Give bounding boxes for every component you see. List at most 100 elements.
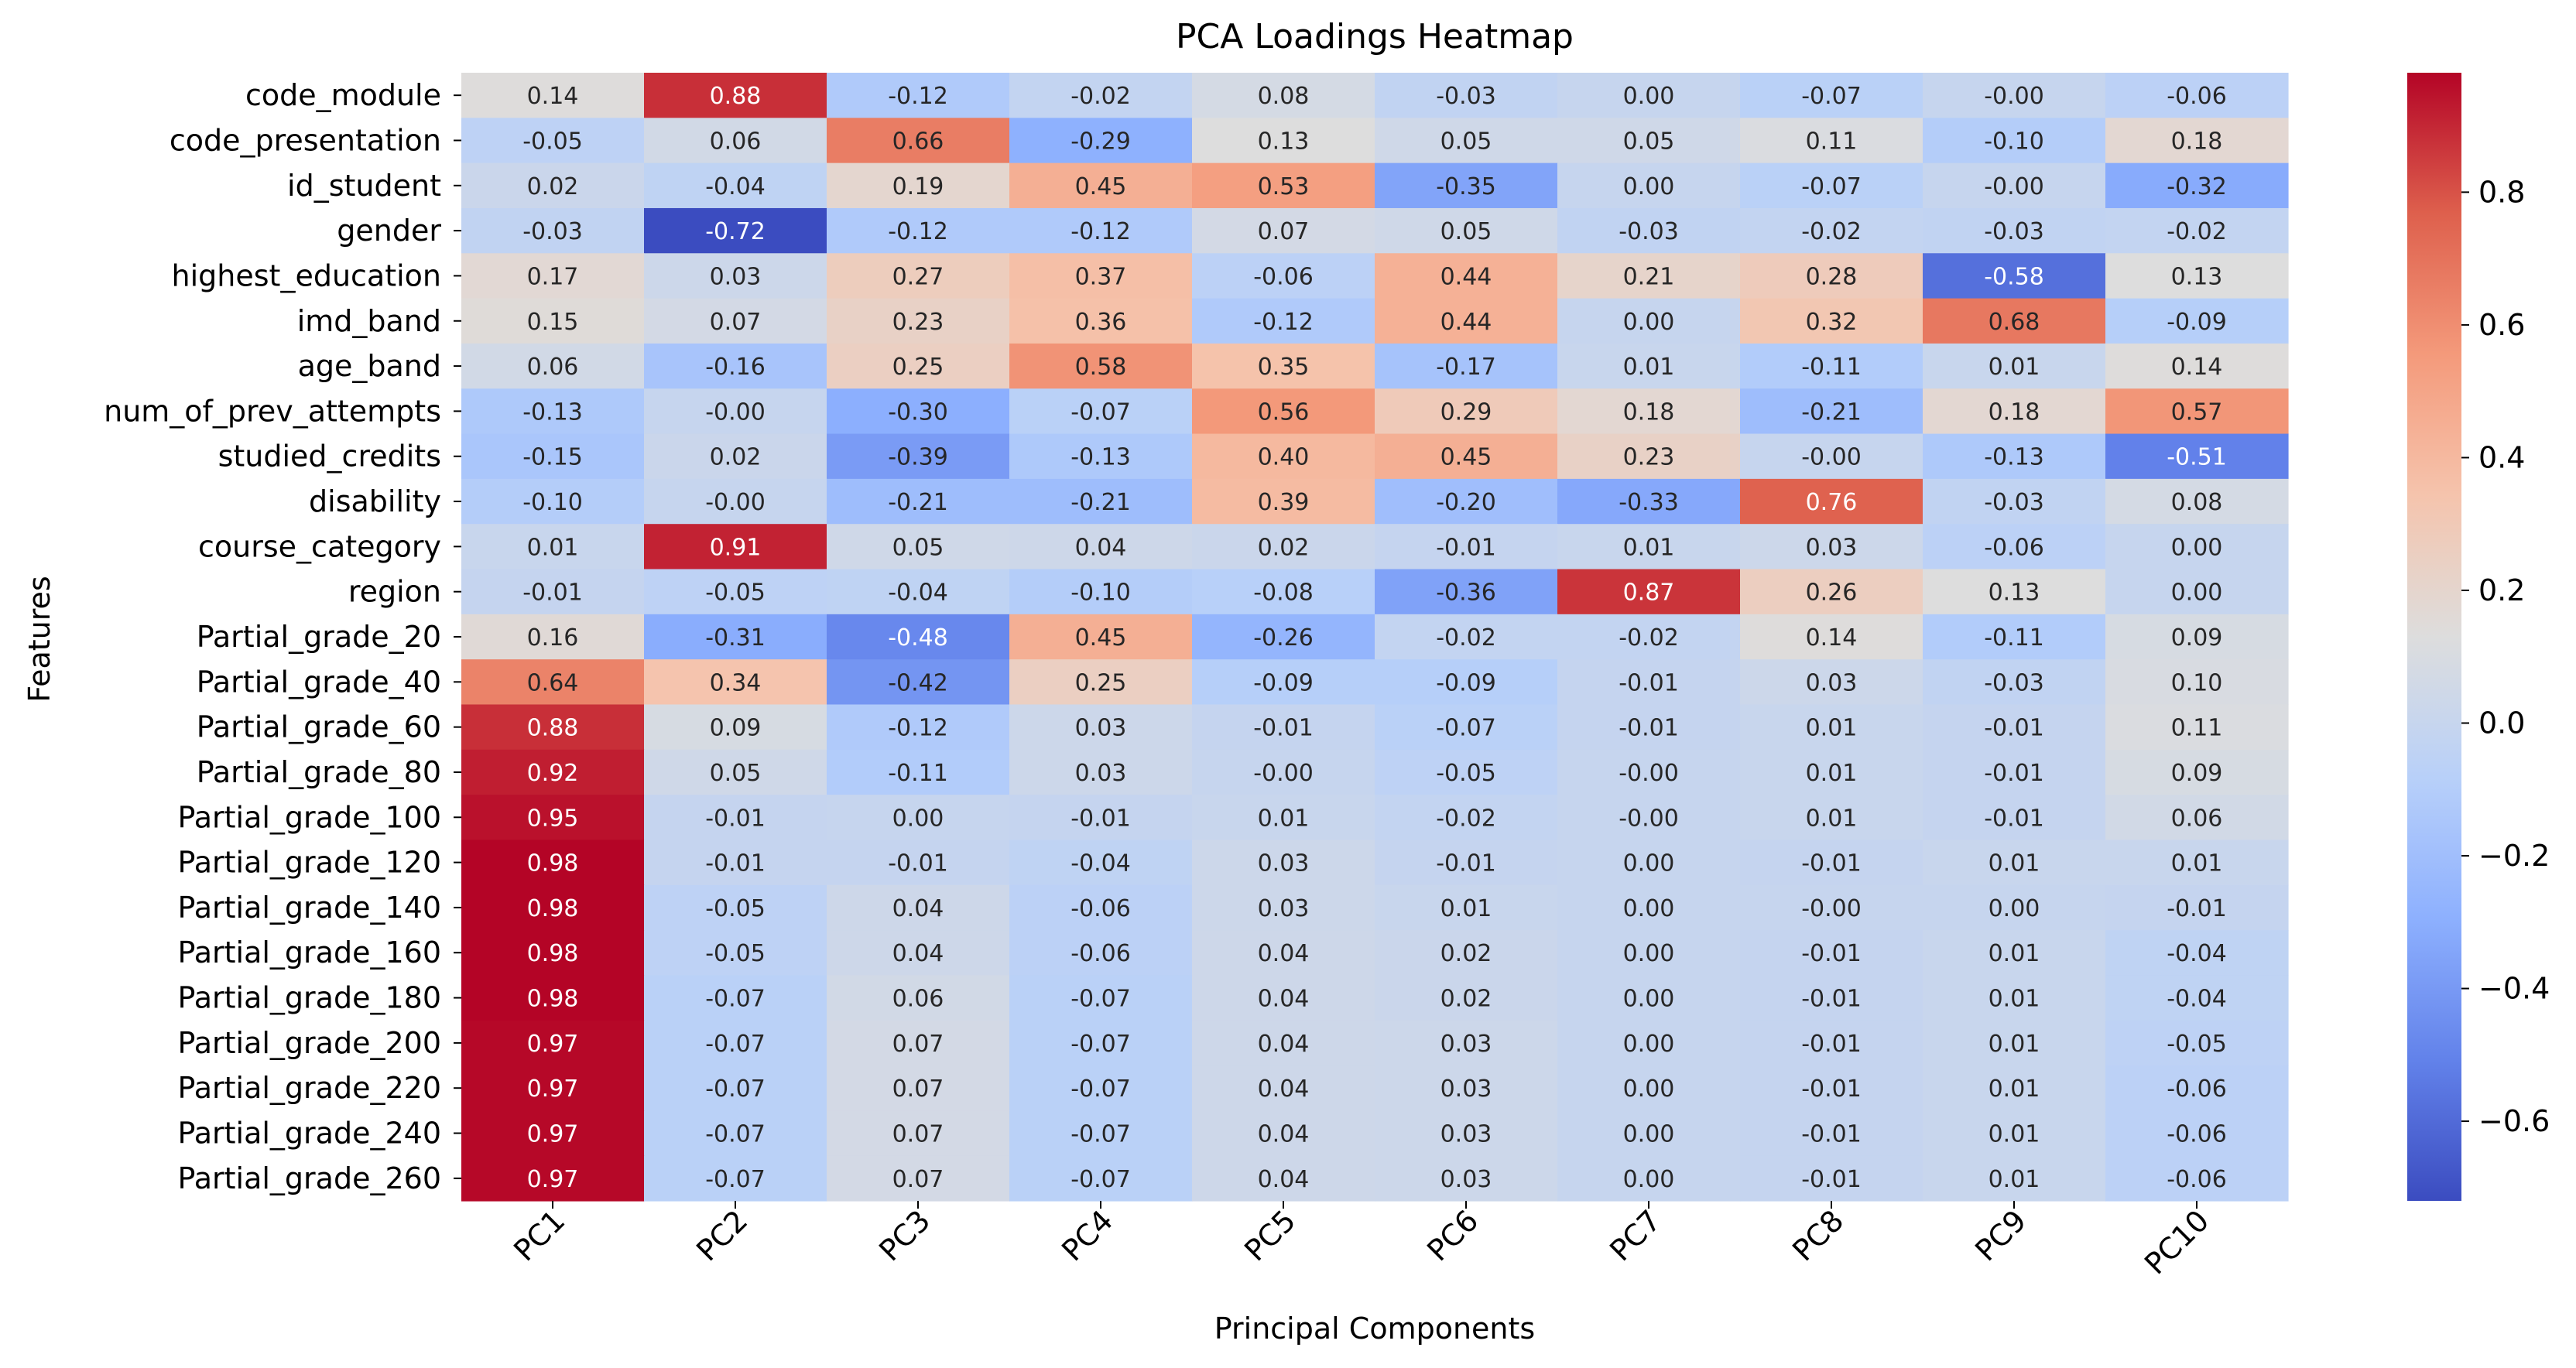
heatmap-cell <box>1192 298 1375 344</box>
heatmap-cell <box>461 1155 645 1202</box>
heatmap-cell <box>1192 749 1375 795</box>
cell-value-label: 0.88 <box>527 715 579 742</box>
heatmap-cell <box>1740 433 1923 480</box>
heatmap-cell <box>2105 840 2289 886</box>
y-tick-label: Partial_grade_120 <box>178 846 441 880</box>
cell-value-label: 0.04 <box>1258 1121 1310 1148</box>
heatmap-cell <box>644 975 827 1021</box>
cell-value-label: -0.03 <box>1436 83 1496 110</box>
cell-value-label: 0.27 <box>892 263 944 290</box>
heatmap-cell <box>461 704 645 751</box>
heatmap-cell <box>1557 253 1741 299</box>
heatmap-cell <box>1740 388 1923 435</box>
heatmap-cell <box>1192 118 1375 164</box>
cell-value-label: 0.98 <box>527 986 579 1013</box>
cell-value-label: -0.10 <box>1984 128 2044 155</box>
cell-value-label: -0.36 <box>1436 580 1496 607</box>
heatmap-cell <box>644 162 827 209</box>
cell-value-label: -0.07 <box>1070 1121 1131 1148</box>
cell-value-label: -0.01 <box>522 580 583 607</box>
cell-value-label: 0.11 <box>1806 128 1858 155</box>
cell-value-label: -0.01 <box>1619 669 1679 696</box>
heatmap-cell <box>1192 1110 1375 1157</box>
heatmap-cell <box>1923 795 2106 841</box>
cell-value-label: -0.00 <box>1801 444 1862 471</box>
heatmap-cell <box>1557 162 1741 209</box>
heatmap-cell <box>644 749 827 795</box>
heatmap-cell <box>1923 749 2106 795</box>
heatmap-cell <box>1923 343 2106 389</box>
heatmap-cell <box>461 569 645 615</box>
heatmap-cell <box>1557 524 1741 570</box>
heatmap-cell <box>1740 1155 1923 1202</box>
cell-value-label: 0.18 <box>1623 398 1675 426</box>
cell-value-label: 0.06 <box>2171 805 2223 832</box>
heatmap-cell <box>827 1065 1010 1111</box>
heatmap-cell <box>461 930 645 976</box>
heatmap-cell <box>827 388 1010 435</box>
heatmap-cell <box>1740 478 1923 525</box>
cell-value-label: 0.00 <box>1623 1166 1675 1193</box>
x-tick-label: PC9 <box>1968 1203 2033 1267</box>
heatmap-cell <box>1740 524 1923 570</box>
heatmap-cell <box>2105 614 2289 660</box>
cell-value-label: 0.03 <box>1440 1031 1492 1058</box>
cell-value-label: 0.01 <box>2171 850 2223 877</box>
cell-value-label: 0.25 <box>1075 669 1127 696</box>
cell-value-label: -0.17 <box>1436 354 1496 381</box>
cell-value-label: -0.00 <box>1619 760 1679 787</box>
cell-value-label: -0.07 <box>705 1121 766 1148</box>
heatmap-cell <box>1009 1110 1193 1157</box>
cell-value-label: 0.00 <box>1989 895 2040 922</box>
cell-value-label: -0.07 <box>1801 173 1862 200</box>
cell-value-label: 0.21 <box>1623 263 1675 290</box>
heatmap-cell <box>1923 478 2106 525</box>
heatmap-cell <box>1192 659 1375 706</box>
cell-value-label: 0.29 <box>1440 398 1492 426</box>
y-tick-label: course_category <box>198 529 441 563</box>
heatmap-cell <box>2105 930 2289 976</box>
heatmap-cell <box>1557 614 1741 660</box>
heatmap-cell <box>1740 749 1923 795</box>
cell-value-label: 0.01 <box>1806 715 1858 742</box>
heatmap-cell <box>461 253 645 299</box>
heatmap-cell <box>1009 930 1193 976</box>
heatmap-cell <box>1923 118 2106 164</box>
cell-value-label: 0.26 <box>1806 580 1858 607</box>
cell-value-label: -0.01 <box>705 805 766 832</box>
cell-value-label: 0.07 <box>892 1031 944 1058</box>
cell-value-label: -0.12 <box>888 218 948 245</box>
heatmap-cell <box>1740 73 1923 118</box>
heatmap-cell <box>1375 930 1558 976</box>
heatmap-cell <box>827 1110 1010 1157</box>
cell-value-label: 0.00 <box>2171 534 2223 561</box>
heatmap-cell <box>827 975 1010 1021</box>
cell-value-label: -0.21 <box>888 489 948 516</box>
cell-value-label: -0.31 <box>705 624 766 652</box>
cell-value-label: 0.03 <box>1258 895 1310 922</box>
heatmap-cell <box>644 840 827 886</box>
cell-value-label: -0.11 <box>1984 624 2044 652</box>
colorbar-tick-label: −0.6 <box>2478 1104 2550 1138</box>
cell-value-label: 0.04 <box>1075 534 1127 561</box>
heatmap-cell <box>2105 388 2289 435</box>
x-tick-label: PC7 <box>1603 1203 1667 1267</box>
x-tick-labels: PC1 PC2 PC3 PC4 PC5 PC6 PC7 PC8 PC9 PC10 <box>507 1201 2215 1281</box>
cell-value-label: -0.58 <box>1984 263 2044 290</box>
cell-value-label: 0.10 <box>2171 669 2223 696</box>
y-tick-label: Partial_grade_160 <box>178 935 441 970</box>
cell-value-label: 0.57 <box>2171 398 2223 426</box>
y-tick-label: disability <box>309 484 441 518</box>
x-tick-label: PC4 <box>1055 1203 1119 1267</box>
heatmap-cell <box>1557 118 1741 164</box>
cell-value-label: 0.07 <box>892 1076 944 1103</box>
cell-value-label: -0.00 <box>1984 83 2044 110</box>
y-tick-label: Partial_grade_140 <box>178 891 441 925</box>
cell-value-label: 0.01 <box>1989 986 2040 1013</box>
cell-value-label: -0.07 <box>1070 1166 1131 1193</box>
heatmap-cell <box>1192 73 1375 118</box>
cell-value-label: 0.00 <box>1623 173 1675 200</box>
cell-value-label: 0.01 <box>1258 805 1310 832</box>
heatmap-cell <box>827 749 1010 795</box>
heatmap-cell <box>1740 704 1923 751</box>
